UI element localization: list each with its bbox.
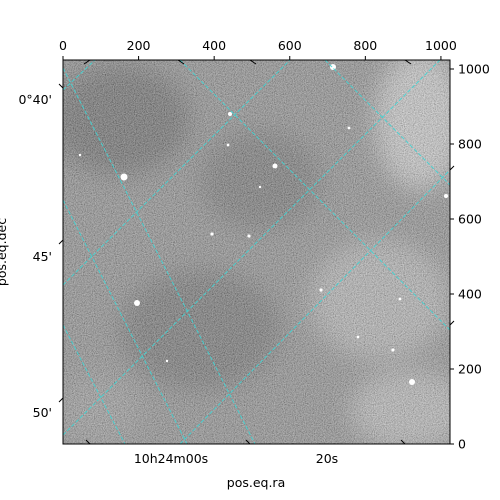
- ra-tick-label: 20s: [316, 451, 338, 466]
- wcs-tick-mark: [249, 59, 257, 65]
- wcs-grid-line: [63, 60, 291, 286]
- wcs-tick-mark: [177, 59, 185, 65]
- right-tick-label: 0: [458, 437, 466, 452]
- y-axis-label: pos.eq.dec: [0, 218, 9, 286]
- wcs-grid-line: [63, 67, 256, 444]
- wcs-grid-line: [63, 324, 126, 444]
- wcs-tick-mark: [449, 320, 455, 326]
- top-tick-label: 0: [59, 38, 67, 53]
- dec-tick-label: 50': [33, 405, 52, 420]
- wcs-tick-mark: [400, 439, 406, 445]
- wcs-grid-line: [63, 60, 441, 436]
- wcs-tick-mark: [85, 439, 91, 445]
- plot-frame: [62, 59, 451, 445]
- wcs-tick-mark: [83, 59, 91, 65]
- right-tick-label: 800: [458, 137, 482, 152]
- coordinate-grid: [63, 60, 450, 444]
- wcs-tick-mark: [449, 165, 455, 171]
- top-tick-label: 600: [278, 38, 302, 53]
- right-tick-label: 1000: [458, 62, 490, 77]
- wcs-grid-line: [324, 60, 450, 186]
- wcs-tick-mark: [58, 83, 64, 89]
- dec-tick-label: 0°40': [18, 92, 52, 107]
- wcs-tick-mark: [245, 439, 251, 445]
- wcs-tick-mark: [58, 397, 64, 403]
- top-tick-label: 1000: [425, 38, 457, 53]
- top-tick-label: 400: [202, 38, 226, 53]
- ra-tick-label: 10h24m00s: [134, 451, 208, 466]
- wcs-grid-line: [179, 169, 450, 444]
- sky-image: [63, 60, 450, 444]
- wcs-grid-line: [63, 199, 188, 444]
- right-tick-label: 400: [458, 287, 482, 302]
- right-tick-label: 200: [458, 362, 482, 377]
- x-axis-label: pos.eq.ra: [227, 475, 285, 490]
- dec-tick-label: 45': [33, 249, 52, 264]
- wcs-grid-line: [179, 60, 450, 331]
- wcs-grid-line: [63, 60, 96, 91]
- wcs-tick-mark: [58, 239, 64, 245]
- wcs-tick-mark: [404, 59, 412, 65]
- right-tick-label: 600: [458, 212, 482, 227]
- bright-sources: [78, 64, 448, 385]
- top-tick-label: 200: [127, 38, 151, 53]
- top-tick-label: 800: [353, 38, 377, 53]
